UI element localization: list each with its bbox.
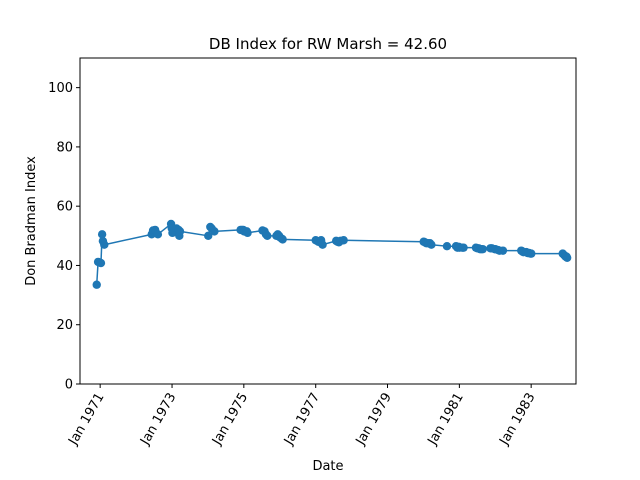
data-point (498, 246, 508, 255)
data-point (175, 227, 185, 236)
y-tick-label: 40 (56, 259, 73, 274)
y-axis-label: Don Bradman Index (24, 156, 39, 286)
x-axis-label: Date (312, 459, 343, 474)
data-point (100, 240, 109, 249)
data-point (153, 230, 163, 239)
y-tick-label: 0 (65, 378, 73, 393)
data-point (339, 236, 348, 245)
y-tick-label: 100 (48, 81, 73, 96)
data-point (96, 258, 106, 268)
data-point (459, 243, 468, 252)
data-point (278, 235, 287, 244)
data-point (263, 231, 272, 241)
data-point (478, 244, 487, 254)
data-point (318, 240, 327, 249)
y-tick-label: 20 (56, 318, 73, 333)
data-point (427, 240, 436, 249)
data-point (527, 249, 536, 258)
y-tick-label: 60 (56, 200, 73, 215)
data-point (210, 227, 219, 236)
data-point (97, 230, 107, 239)
data-point (92, 280, 101, 289)
chart-title: DB Index for RW Marsh = 42.60 (209, 35, 447, 53)
data-point (562, 253, 572, 262)
data-point (442, 241, 452, 251)
plot-area (79, 57, 577, 385)
data-point (243, 228, 252, 238)
y-tick-label: 80 (56, 140, 73, 155)
data-point (204, 231, 213, 241)
y-axis: 0 20 40 60 80 100 (48, 81, 80, 393)
series-layer (92, 219, 572, 289)
